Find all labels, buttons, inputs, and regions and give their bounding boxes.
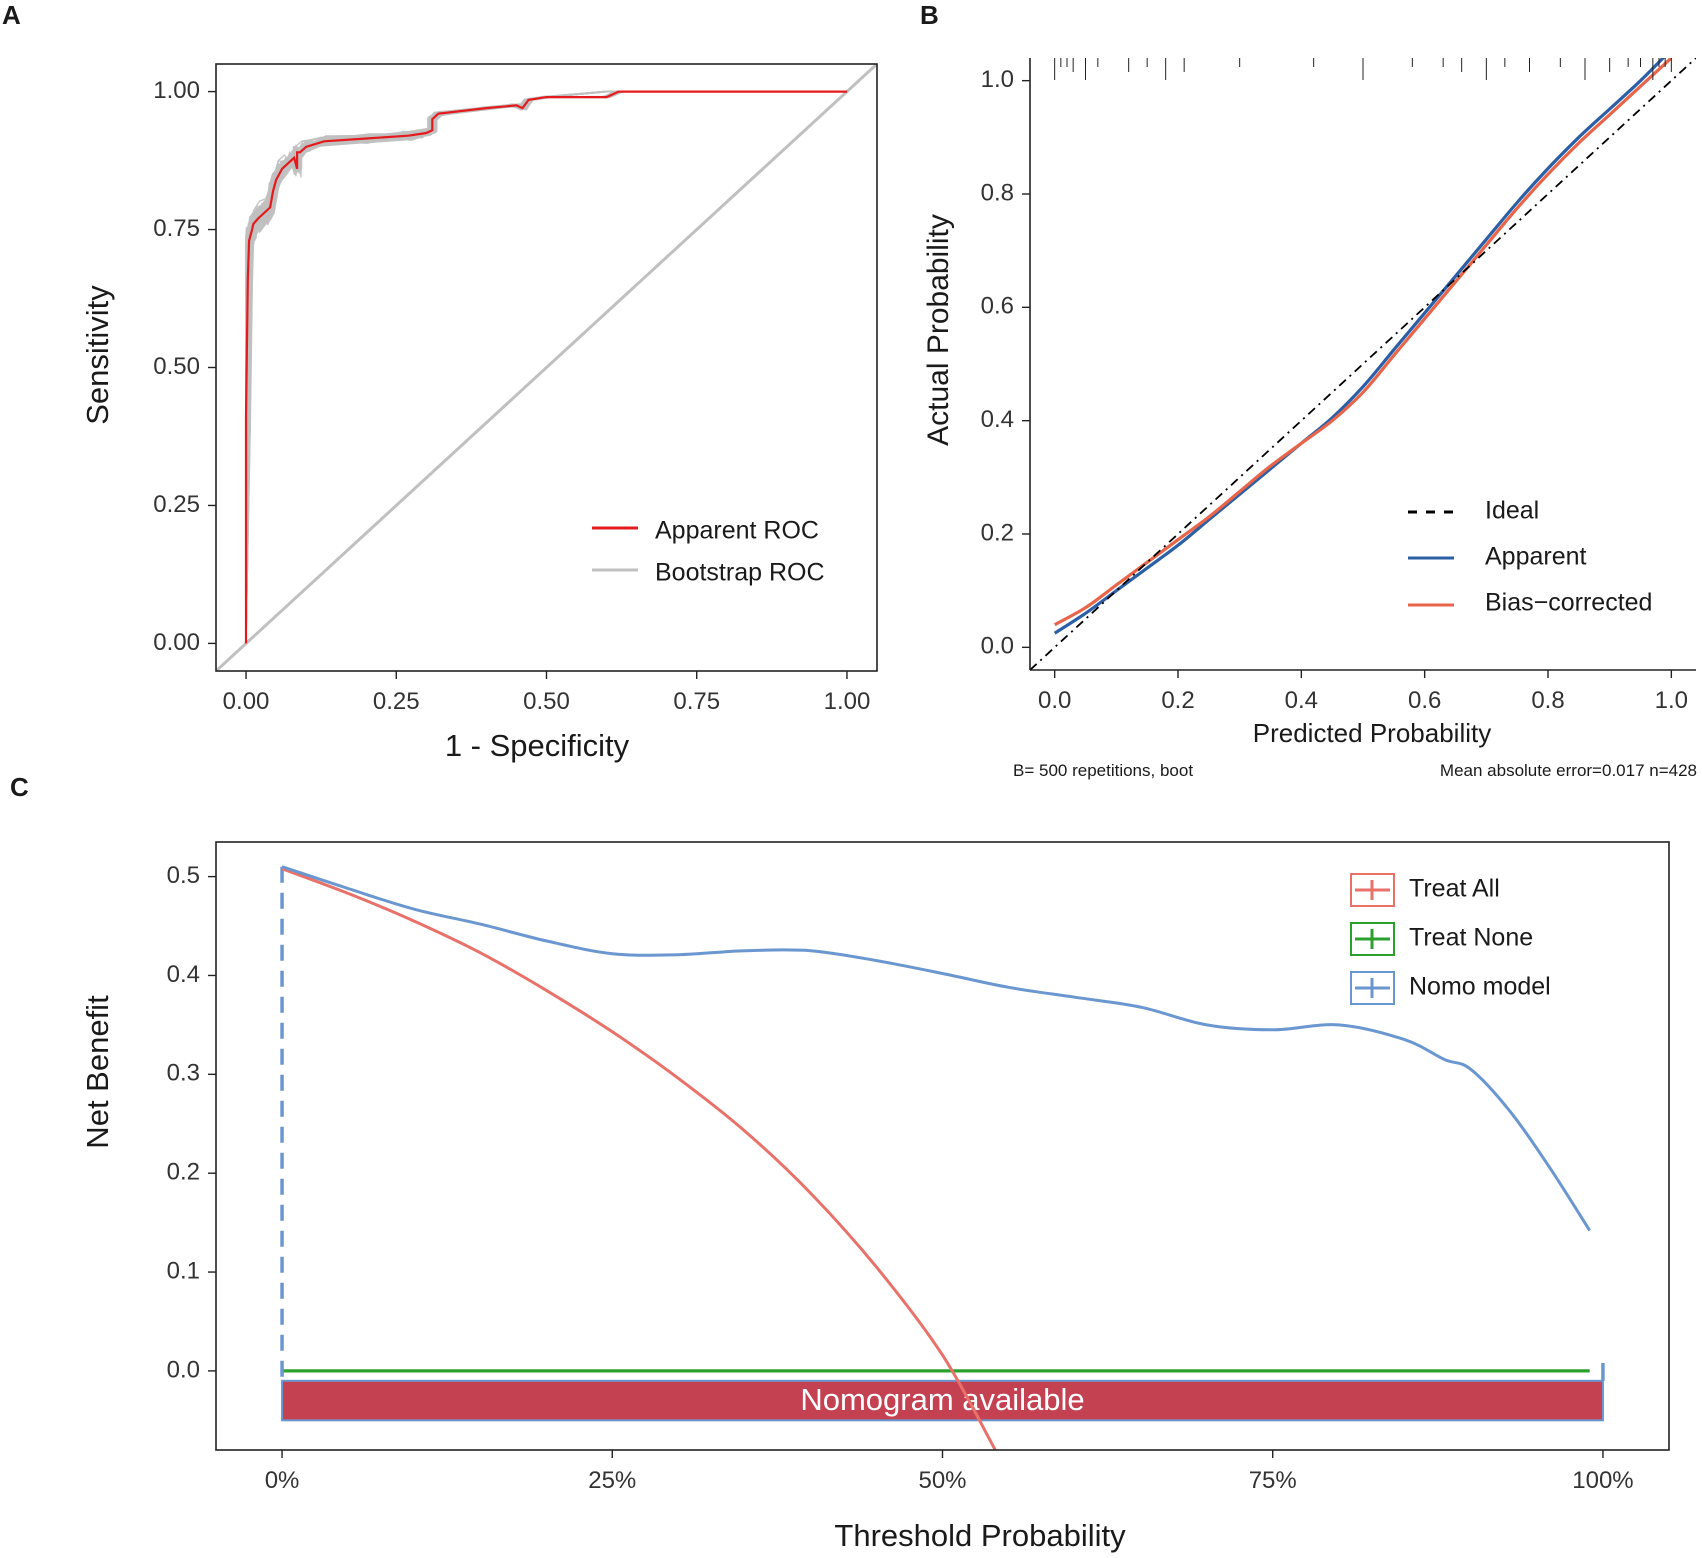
- x-tick-label: 0.25: [373, 688, 420, 715]
- calibration-apparent-line: [1053, 58, 1666, 635]
- x-tick-label: 0.75: [673, 688, 720, 715]
- y-tick-label: 0.2: [167, 1159, 200, 1186]
- legend-label-ideal: Ideal: [1485, 497, 1539, 525]
- legend-label-treat-all: Treat All: [1409, 875, 1500, 903]
- y-tick-label: 0.00: [153, 629, 200, 656]
- legend-label-bootstrap-roc: Bootstrap ROC: [655, 559, 825, 587]
- calibration-rug: [1054, 58, 1672, 80]
- y-tick-label: 0.0: [167, 1356, 200, 1383]
- panel-c: Nomogram available 0% 25% 50% 75% 100% 0.00.…: [80, 841, 1670, 1553]
- treat-all-curve: [281, 867, 997, 1450]
- calibration-y-axis-title: Actual Probability: [922, 214, 955, 446]
- roc-reference-diagonal: [216, 64, 877, 671]
- calibration-note-error: Mean absolute error=0.017 n=428: [1440, 761, 1697, 780]
- x-tick-label: 0.0: [1038, 687, 1071, 714]
- panel-b: 0.0 0.2 0.4 0.6 0.8 1.0 0.0 0.2 0.4 0.6 0.8 1.0 Pr…: [922, 58, 1697, 780]
- dca-plot-area: Nomogram available: [280, 865, 1605, 1450]
- y-tick-label: 0.8: [981, 179, 1014, 206]
- calibration-x-axis-title: Predicted Probability: [1253, 718, 1491, 748]
- nomogram-available-bar: [281, 1379, 1604, 1422]
- panel-label-b: B: [920, 0, 939, 30]
- x-tick-label: 75%: [1249, 1467, 1297, 1494]
- x-tick-label: 100%: [1572, 1467, 1633, 1494]
- dca-legend: Treat All Treat None Nomo model: [1350, 873, 1551, 1005]
- dca-x-axis-title: Threshold Probability: [834, 1518, 1126, 1553]
- y-tick-label: 0.4: [981, 406, 1014, 433]
- calibration-bias-corrected-line: [1053, 58, 1673, 627]
- y-tick-label: 0.75: [153, 215, 200, 242]
- x-tick-label: 0.8: [1531, 687, 1564, 714]
- nomogram-available-label: Nomogram available: [800, 1382, 1084, 1417]
- x-tick-label: 50%: [918, 1467, 966, 1494]
- nomo-model-curve: [281, 865, 1591, 1232]
- panel-a: 0.00 0.25 0.50 0.75 1.00 0.00 0.25 0.50 0.75 1.0…: [80, 63, 878, 763]
- x-tick-label: 0.6: [1408, 687, 1441, 714]
- y-tick-label: 1.00: [153, 77, 200, 104]
- roc-x-axis-title: 1 - Specificity: [445, 728, 630, 763]
- y-tick-label: 1.0: [981, 66, 1014, 93]
- x-tick-label: 0.4: [1285, 687, 1318, 714]
- y-tick-label: 0.4: [167, 961, 200, 988]
- y-tick-label: 0.3: [167, 1060, 200, 1087]
- x-tick-label: 0.2: [1161, 687, 1194, 714]
- y-tick-label: 0.0: [981, 633, 1014, 660]
- apparent-roc-curve: [244, 90, 847, 644]
- legend-label-bias-corrected: Bias−corrected: [1485, 589, 1652, 617]
- roc-plot-area: [216, 64, 877, 671]
- legend-label-apparent-roc: Apparent ROC: [655, 517, 819, 545]
- y-tick-label: 0.5: [167, 862, 200, 889]
- panel-label-a: A: [2, 0, 21, 30]
- x-tick-label: 25%: [588, 1467, 636, 1494]
- y-tick-label: 0.6: [981, 293, 1014, 320]
- calibration-y-ticks: 0.0 0.2 0.4 0.6 0.8 1.0: [981, 66, 1030, 660]
- panel-label-c: C: [10, 772, 29, 802]
- calibration-ideal-line: [1030, 58, 1696, 670]
- calibration-plot-area: [1030, 58, 1696, 670]
- roc-x-ticks: 0.00 0.25 0.50 0.75 1.00: [223, 671, 871, 715]
- x-tick-label: 1.0: [1655, 687, 1688, 714]
- dca-y-axis-title: Net Benefit: [80, 995, 115, 1149]
- y-tick-label: 0.1: [167, 1257, 200, 1284]
- y-tick-label: 0.2: [981, 519, 1014, 546]
- roc-y-ticks: 0.00 0.25 0.50 0.75 1.00: [153, 77, 216, 656]
- x-tick-label: 0.00: [223, 688, 270, 715]
- legend-label-apparent: Apparent: [1485, 543, 1587, 571]
- x-tick-label: 0.50: [523, 688, 570, 715]
- calibration-x-ticks: 0.0 0.2 0.4 0.6 0.8 1.0: [1038, 670, 1688, 714]
- dca-y-ticks: 0.0 0.1 0.2 0.3 0.4 0.5: [167, 862, 216, 1383]
- calibration-legend: Ideal Apparent Bias−corrected: [1408, 497, 1652, 617]
- legend-label-treat-none: Treat None: [1409, 924, 1533, 952]
- dca-x-ticks: 0% 25% 50% 75% 100%: [265, 1450, 1634, 1494]
- y-tick-label: 0.25: [153, 491, 200, 518]
- roc-y-axis-title: Sensitivity: [80, 285, 115, 425]
- x-tick-label: 1.00: [824, 688, 871, 715]
- roc-legend: Apparent ROC Bootstrap ROC: [592, 517, 825, 587]
- calibration-note-repetitions: B= 500 repetitions, boot: [1013, 761, 1193, 780]
- y-tick-label: 0.50: [153, 353, 200, 380]
- legend-label-nomo-model: Nomo model: [1409, 973, 1551, 1001]
- x-tick-label: 0%: [265, 1467, 300, 1494]
